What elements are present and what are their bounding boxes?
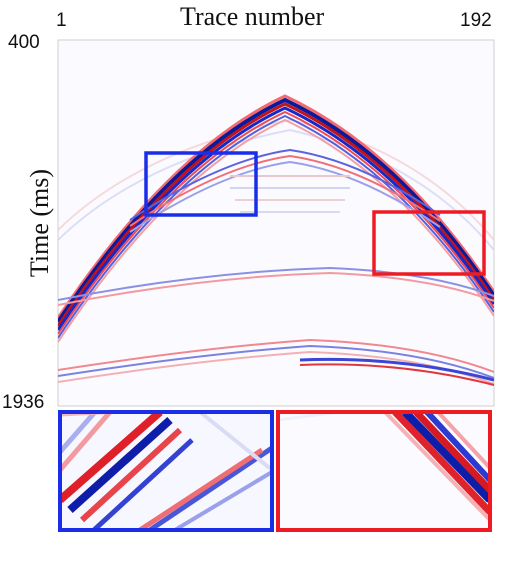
right-highlight-box xyxy=(372,210,486,276)
y-axis-top-label: 400 xyxy=(8,32,40,53)
y-axis-bottom-label: 1936 xyxy=(2,392,45,413)
left-zoom-border xyxy=(58,410,274,532)
right-zoom-border xyxy=(276,410,492,532)
x-axis-min-label: 1 xyxy=(56,10,67,31)
left-zoom-panel xyxy=(58,410,274,532)
right-zoom-panel xyxy=(276,410,492,532)
x-axis-title: Trace number xyxy=(180,2,325,31)
x-axis-max-label: 192 xyxy=(460,10,492,31)
left-highlight-box xyxy=(144,151,258,217)
